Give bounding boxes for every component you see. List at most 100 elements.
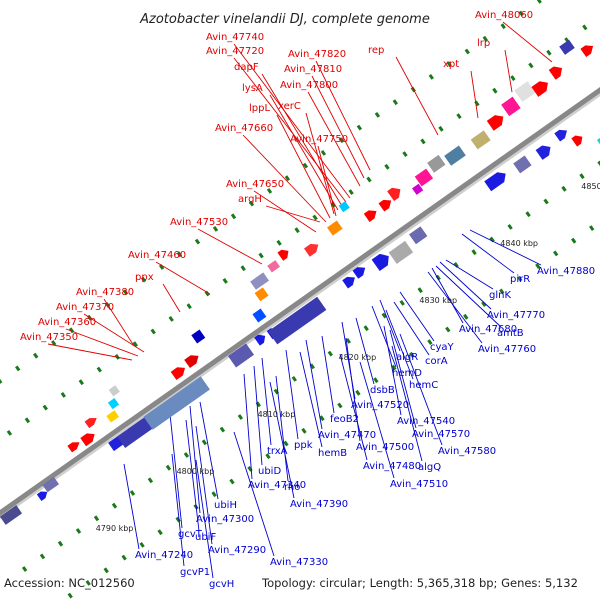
- forward-leader-line: [233, 43, 351, 199]
- reverse-gene-label: Avin_47300: [196, 514, 254, 525]
- tick-dot: [266, 187, 273, 194]
- backbone-shadow: [0, 91, 600, 520]
- tick-dot: [510, 75, 516, 82]
- tick-dot: [129, 490, 136, 496]
- reverse-leader-line: [379, 299, 401, 352]
- gene-block: [409, 226, 428, 245]
- tick-dot: [356, 124, 363, 131]
- forward-gene-label: Avin_47370: [56, 302, 114, 313]
- reverse-leader-line: [359, 361, 395, 479]
- tick-dot: [93, 515, 100, 522]
- forward-gene-label: xpt: [443, 59, 459, 70]
- tick-dot: [420, 138, 426, 145]
- kbp-tick-label: 4820 kbp: [339, 353, 377, 362]
- gene-arrow: [371, 253, 389, 272]
- gene-block: [427, 154, 446, 173]
- reverse-leader-line: [461, 233, 515, 274]
- tick-dot: [492, 87, 498, 94]
- reverse-gene-label: feoB2: [330, 414, 359, 425]
- tick-dot: [517, 275, 523, 282]
- gene-arrow: [363, 210, 377, 222]
- reverse-gene-label: Avin_47500: [356, 442, 414, 453]
- reverse-gene-label: Avin_47540: [397, 416, 455, 427]
- tick-dot: [463, 313, 469, 320]
- reverse-leader-line: [389, 329, 417, 429]
- reverse-leader-line: [399, 291, 435, 342]
- tick-dot: [219, 426, 226, 433]
- gene-arrow: [184, 355, 199, 369]
- reverse-leader-line: [185, 419, 200, 532]
- tick-dot: [150, 328, 156, 335]
- forward-leader-line: [265, 205, 321, 223]
- tick-dot: [500, 23, 506, 30]
- gene-arrow: [486, 115, 504, 131]
- gene-arrow: [342, 276, 355, 289]
- reverse-leader-line: [355, 317, 375, 385]
- reverse-gene-label: rho: [284, 482, 300, 493]
- gene-arrow: [84, 417, 97, 429]
- tick-dot: [165, 464, 172, 471]
- tick-dot: [122, 289, 129, 296]
- tick-dot: [211, 491, 217, 498]
- forward-gene-label: Avin_47530: [170, 217, 228, 228]
- tick-dot: [438, 125, 444, 132]
- accession-text: Accession: NC_012560: [4, 576, 135, 590]
- tick-dot: [402, 151, 408, 158]
- tick-dot: [571, 237, 577, 244]
- forward-gene-label: lrp: [477, 38, 490, 49]
- reverse-leader-line: [261, 357, 272, 446]
- reverse-leader-line: [435, 265, 502, 328]
- tick-dot: [374, 111, 381, 118]
- tick-dot: [327, 350, 333, 357]
- forward-leader-line: [305, 112, 335, 215]
- tick-dot: [456, 113, 462, 120]
- tick-dot: [543, 198, 549, 205]
- reverse-gene-label: trxA: [267, 446, 288, 457]
- tick-dot: [384, 163, 390, 170]
- forward-leader-line: [242, 134, 327, 223]
- forward-leader-line: [233, 57, 347, 203]
- forward-gene-label: Avin_47720: [206, 46, 264, 57]
- reverse-gene-label: Avin_47580: [438, 446, 496, 457]
- tick-dot: [240, 265, 246, 272]
- gene-arrow: [303, 243, 319, 257]
- tick-dot: [546, 49, 552, 56]
- reverse-gene-label: Avin_47290: [208, 545, 266, 556]
- kbp-tick-label: 4790 kbp: [96, 524, 134, 533]
- reverse-gene-labels: Avin_47880 pirR glnK Avin_47770 amtBAvin_476…: [135, 266, 595, 590]
- tick-dot: [301, 427, 307, 434]
- tick-dot: [139, 541, 145, 548]
- reverse-gene-label: glnK: [489, 290, 511, 301]
- tick-dot: [319, 415, 325, 422]
- forward-gene-label: Avin_47810: [284, 64, 342, 75]
- gene-arrow: [548, 66, 563, 80]
- forward-leader-line: [65, 328, 139, 357]
- forward-gene-label: Avin_47360: [38, 317, 96, 328]
- tick-dot: [417, 287, 423, 294]
- tick-dot: [499, 288, 505, 295]
- gene-block: [388, 240, 414, 264]
- reverse-gene-label: Avin_47480: [363, 461, 421, 472]
- gene-block: [559, 39, 575, 55]
- tick-dot: [482, 35, 488, 42]
- gene-block: [107, 398, 120, 410]
- gene-block: [227, 343, 255, 368]
- reverse-leader-line: [439, 261, 492, 310]
- gene-block: [267, 260, 280, 273]
- tick-dot: [474, 100, 480, 107]
- tick-dot: [60, 391, 66, 398]
- tick-dot: [355, 389, 361, 396]
- gene-block: [338, 201, 350, 213]
- reverse-leader-line: [321, 335, 335, 414]
- tick-dot: [78, 379, 84, 386]
- reverse-leader-line: [269, 381, 295, 499]
- tick-dot: [561, 185, 567, 192]
- tick-dot: [247, 465, 253, 472]
- forward-gene-label: Avin_47750: [290, 134, 348, 145]
- backbone-line: [0, 87, 600, 517]
- gene-block: [106, 410, 120, 423]
- tick-dot: [399, 299, 405, 306]
- gene-arrow: [378, 199, 392, 212]
- forward-gene-label: rep: [368, 45, 384, 56]
